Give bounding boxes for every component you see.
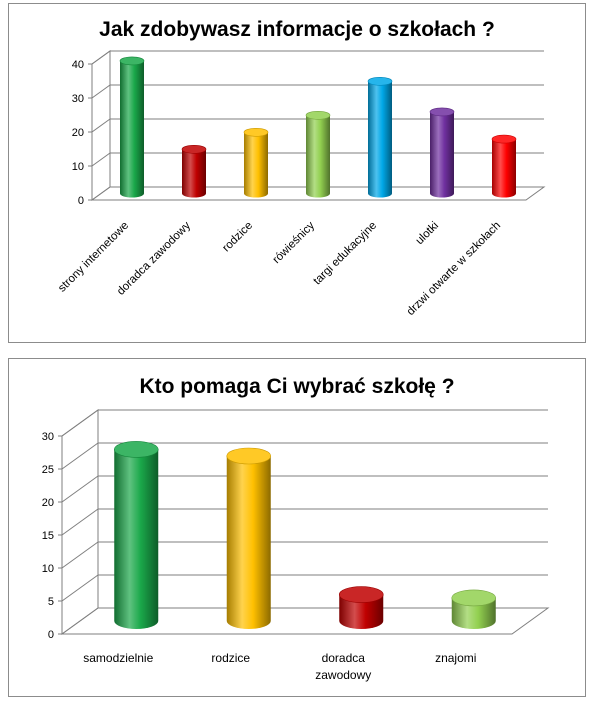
bar-top-4: [305, 111, 331, 120]
bar-7: [492, 139, 516, 198]
x-tick-label: rodzice: [220, 220, 255, 255]
bar-top-3: [338, 586, 384, 603]
chart-title: Jak zdobywasz informacje o szkołach ?: [99, 18, 495, 41]
y-tick-label: 40: [72, 59, 84, 71]
gridline-slant: [61, 541, 99, 569]
bar-4: [306, 115, 330, 198]
bar-3: [244, 132, 268, 198]
y-tick-label: 30: [72, 93, 84, 105]
chart-panel-school-choice-help: Kto pomaga Ci wybrać szkołę ? 0 5 10 15 20 25…: [8, 358, 586, 697]
gridline-slant: [91, 118, 111, 133]
chart-school-choice-help: 0 5 10 15 20 25 30 samodzielnie rodzice doradca za…: [42, 409, 550, 682]
x-tick-label: rodzice: [211, 651, 250, 665]
bar-6: [430, 111, 455, 198]
gridline-slant: [61, 508, 99, 536]
gridline-slant: [61, 574, 99, 602]
bar-top-2: [226, 447, 272, 465]
y-tick-label: 30: [42, 431, 54, 443]
x-tick-label: samodzielnie: [83, 651, 153, 665]
bar-top-2: [181, 145, 207, 154]
bar-4: [451, 597, 496, 629]
y-tick-label: 10: [42, 563, 54, 575]
bar-top-6: [429, 107, 455, 117]
floor: [90, 186, 546, 201]
x-tick-label: znajomi: [435, 651, 476, 665]
chart-panel-information-sources: Jak zdobywasz informacje o szkołach ? 0 1…: [8, 3, 586, 343]
bar-5: [368, 81, 392, 198]
gridline-slant: [61, 409, 99, 437]
gridline-slant: [91, 84, 111, 99]
bar-1: [120, 60, 144, 198]
bar-2: [226, 456, 271, 629]
gridline-slant: [61, 442, 99, 470]
bar-top-7: [491, 134, 517, 144]
gridline-slant: [91, 152, 111, 167]
y-tick-label: 0: [48, 629, 54, 641]
bar-2: [182, 149, 206, 198]
y-tick-label: 25: [42, 464, 54, 476]
x-tick-label: targi edukacyjne: [311, 220, 379, 288]
bar-top-5: [367, 77, 393, 86]
y-tick-label: 20: [42, 497, 54, 509]
bar-1: [114, 449, 159, 629]
floor: [60, 607, 550, 635]
x-tick-label: ulotki: [414, 220, 441, 247]
chart-title: Kto pomaga Ci wybrać szkołę ?: [139, 375, 455, 398]
y-tick-label: 0: [78, 195, 84, 207]
x-tick-label: doradca zawodowy: [315, 651, 371, 682]
gridline-slant: [61, 475, 99, 503]
y-tick-label: 5: [48, 596, 54, 608]
gridline-slant: [91, 50, 111, 65]
bar-top-1: [119, 56, 145, 66]
bar-top-3: [243, 128, 269, 137]
y-tick-label: 10: [72, 161, 84, 173]
bar-top-4: [451, 589, 497, 607]
bar-3: [339, 594, 384, 629]
y-tick-label: 15: [42, 530, 54, 542]
x-tick-label: rówieśnicy: [271, 219, 318, 266]
bar-top-1: [113, 441, 159, 458]
y-tick-label: 20: [72, 127, 84, 139]
